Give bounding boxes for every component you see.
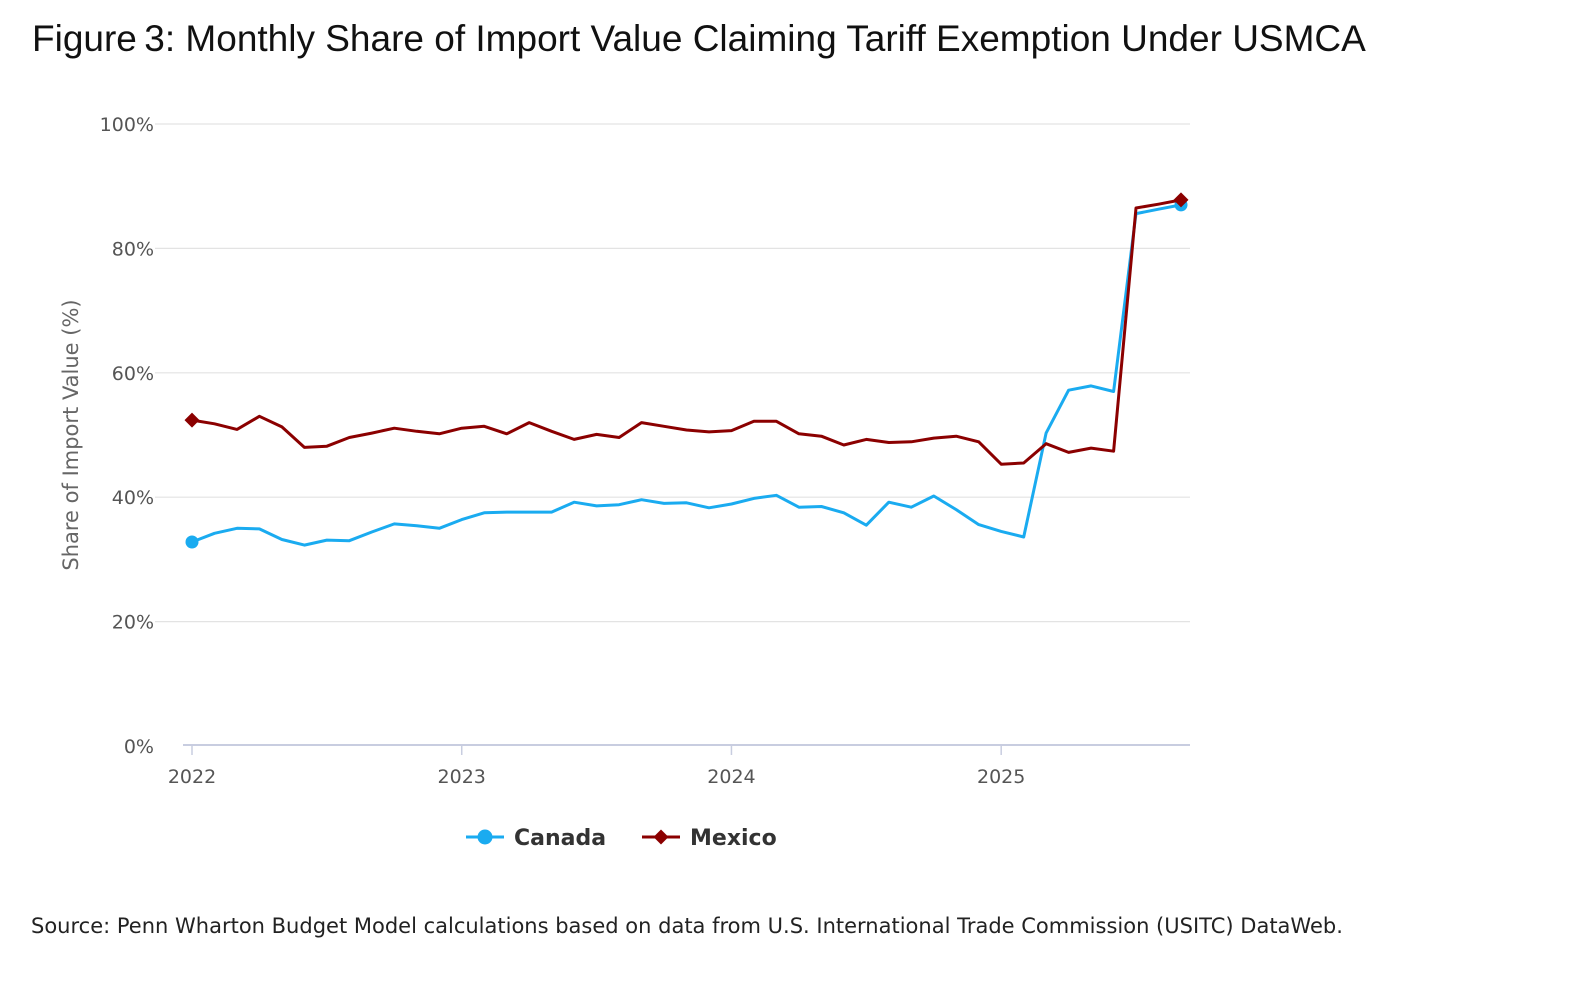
legend-item-canada[interactable]: Canada (466, 826, 606, 851)
gridlines: 0% 20% 40% 60% 80% 100% (100, 114, 1190, 758)
legend-label: Canada (514, 826, 606, 851)
source-note: Source: Penn Wharton Budget Model calcul… (31, 914, 1343, 938)
series-layer (184, 192, 1189, 549)
legend: Canada Mexico (466, 826, 777, 851)
series-line-canada (190, 203, 1183, 547)
y-tick-label: 20% (112, 612, 154, 634)
x-tick-label: 2023 (438, 766, 486, 788)
y-tick-label: 40% (112, 487, 154, 509)
y-axis-title: Share of Import Value (%) (59, 299, 83, 570)
series-line-mexico (190, 198, 1183, 466)
y-tick-label: 60% (112, 363, 154, 385)
x-tick-label: 2025 (977, 766, 1025, 788)
marker-mexico-last[interactable] (1173, 192, 1189, 208)
legend-circle-icon (477, 829, 493, 845)
x-tick-label: 2022 (168, 766, 216, 788)
y-tick-label: 80% (112, 238, 154, 260)
x-axis: 2022 2023 2024 2025 (168, 744, 1190, 788)
marker-mexico-first[interactable] (184, 412, 200, 428)
marker-canada-first[interactable] (185, 535, 199, 549)
y-tick-label: 0% (124, 736, 154, 758)
legend-item-mexico[interactable]: Mexico (642, 826, 777, 851)
legend-diamond-icon (653, 829, 669, 845)
legend-label: Mexico (690, 826, 777, 851)
x-tick-label: 2024 (707, 766, 755, 788)
figure-title: Figure 3: Monthly Share of Import Value … (32, 18, 1366, 59)
y-tick-label: 100% (100, 114, 154, 136)
